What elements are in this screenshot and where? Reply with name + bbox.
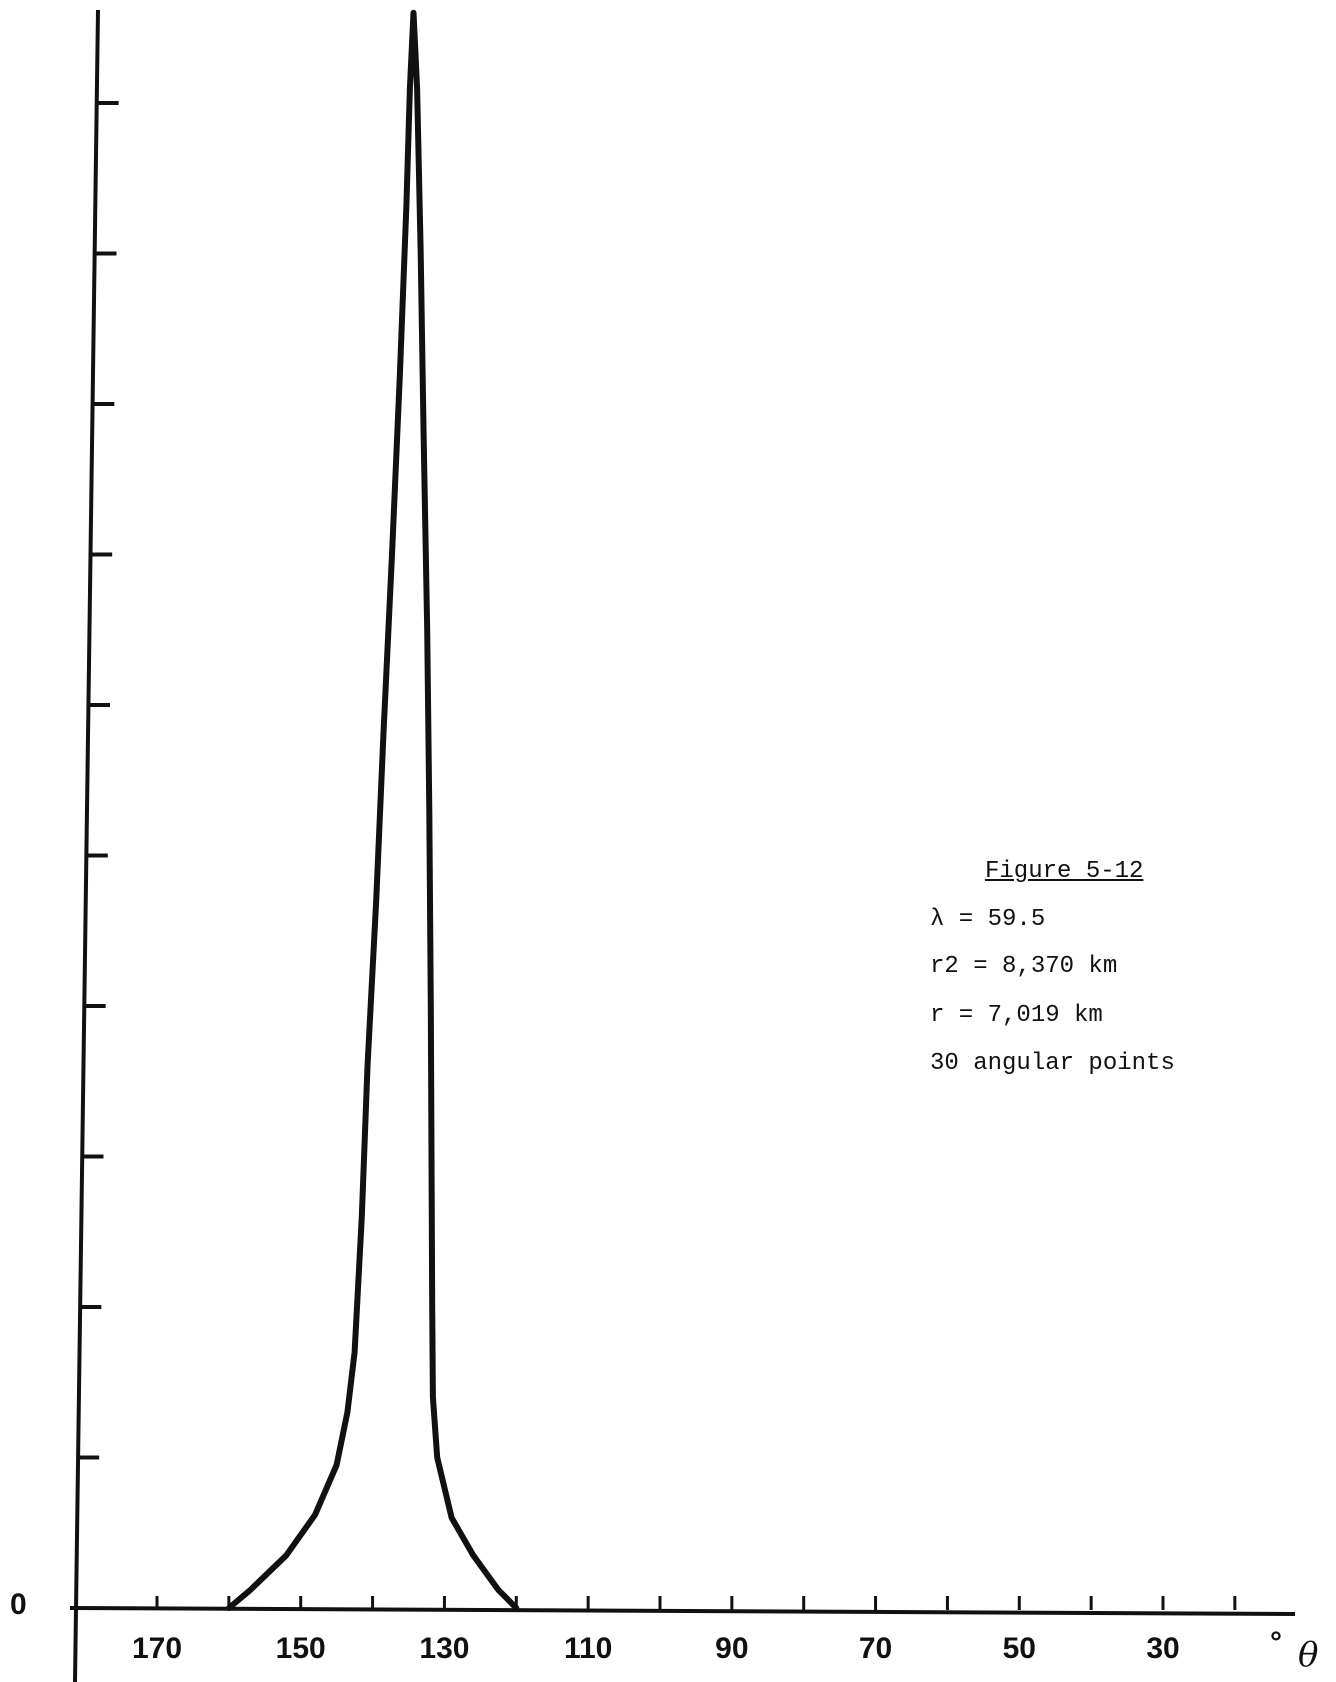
x-axis-tick-labels: 170 150 130 110 90 70 50 30 [132, 1632, 1180, 1665]
data-series [225, 9, 520, 1611]
x-unit-label: ° [1270, 1626, 1282, 1659]
chart-axes [69, 9, 1296, 1682]
x-tick-label: 150 [276, 1632, 326, 1665]
y-axis-line [73, 9, 100, 1682]
x-tick-label: 30 [1146, 1632, 1179, 1665]
x-tick-label: 50 [1003, 1632, 1036, 1665]
legend-angular-points: 30 angular points [930, 1050, 1175, 1077]
x-axis-line [69, 1606, 1296, 1616]
legend-r2: r2 = 8,370 km [930, 953, 1118, 980]
y-zero-label: 0 [10, 1588, 27, 1621]
x-tick-label: 170 [132, 1632, 182, 1665]
x-tick-label: 70 [859, 1632, 892, 1665]
legend-r: r = 7,019 km [930, 1002, 1103, 1029]
legend-lambda: λ = 59.5 [930, 906, 1046, 933]
x-tick-label: 110 [564, 1632, 612, 1665]
x-tick-label: 90 [715, 1632, 748, 1665]
series-line [225, 9, 520, 1611]
figure-caption: Figure 5-12 [985, 858, 1144, 885]
x-axis-label: θ [1298, 1635, 1318, 1675]
x-tick-label: 130 [419, 1632, 469, 1665]
x-axis-ticks [155, 1596, 1237, 1610]
y-axis-ticks [77, 101, 119, 1460]
